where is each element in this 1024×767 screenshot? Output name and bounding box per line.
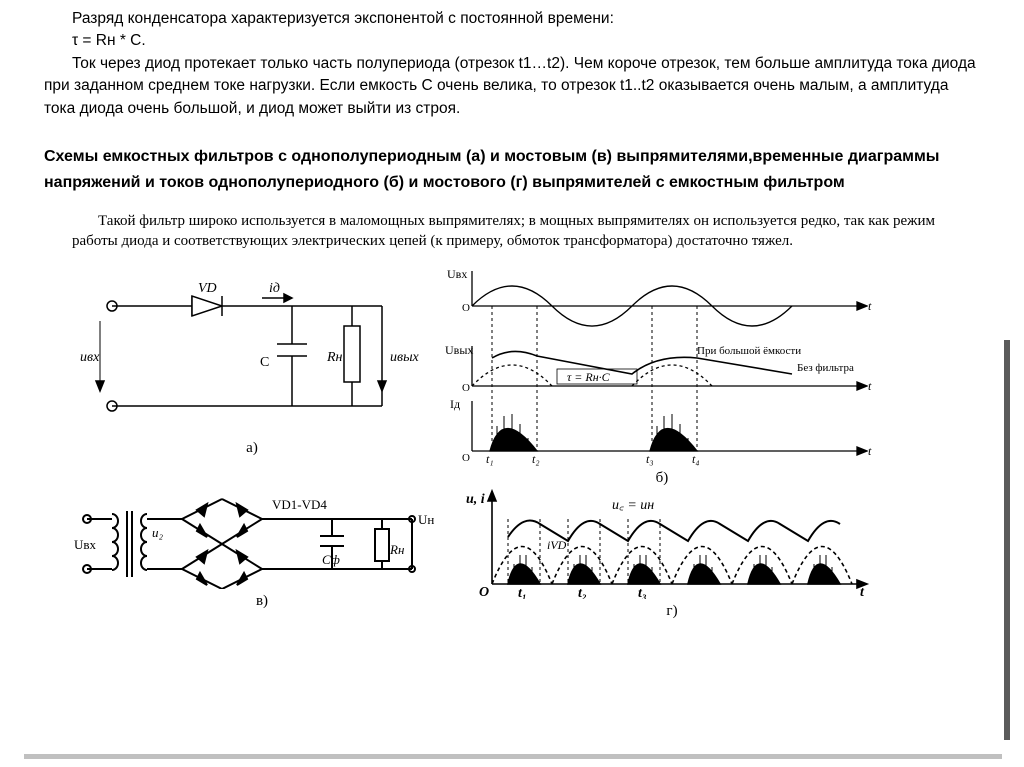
svg-text:Cф: Cф (322, 552, 340, 567)
svg-text:uвх: uвх (80, 350, 100, 365)
diagram-b: Uвх O t Uвых O t Iд O t При большой ёмко… (442, 266, 882, 487)
sub-paragraph: Такой фильтр широко используется в малом… (72, 211, 970, 252)
svg-text:C: C (260, 355, 269, 370)
svg-text:VD: VD (198, 281, 217, 296)
svg-text:O: O (462, 382, 470, 394)
svg-text:O: O (462, 452, 470, 464)
intro-para-2: Ток через диод протекает только часть по… (44, 53, 980, 120)
bottom-bar-decoration (24, 754, 1002, 759)
svg-text:t₄: t₄ (692, 452, 700, 466)
diagram-c: Uвх u₂ VD1-VD4 Cф Rн Uн в) (72, 489, 452, 620)
svg-text:VD1-VD4: VD1-VD4 (272, 497, 327, 512)
svg-text:t₁: t₁ (486, 452, 494, 466)
svg-text:Uвх: Uвх (74, 537, 97, 552)
right-scrollbar-decoration (1004, 340, 1010, 740)
svg-text:Rн: Rн (326, 350, 343, 365)
caption-b: б) (442, 470, 882, 487)
svg-text:При большой ёмкости: При большой ёмкости (697, 345, 801, 357)
svg-text:t₃: t₃ (646, 452, 654, 466)
svg-text:u₂: u₂ (152, 525, 164, 540)
svg-text:iVD: iVD (547, 538, 567, 552)
intro-para-1: Разряд конденсатора характеризуется эксп… (44, 8, 980, 30)
diagram-d: u, i u꜀ = uн iVD O t t₁ t₂ t₃ г) (462, 489, 882, 620)
svg-text:Uвх: Uвх (447, 267, 467, 281)
svg-text:t₃: t₃ (638, 586, 647, 599)
svg-text:t₁: t₁ (518, 586, 527, 599)
svg-text:iд: iд (269, 281, 280, 296)
svg-text:Без фильтра: Без фильтра (797, 362, 854, 374)
caption-a: а) (72, 440, 432, 457)
svg-text:t₂: t₂ (532, 452, 540, 466)
svg-text:Uвых: Uвых (445, 343, 473, 357)
svg-text:t: t (860, 585, 865, 599)
svg-text:t₂: t₂ (578, 586, 587, 599)
svg-text:Rн: Rн (389, 542, 404, 557)
svg-text:t: t (868, 444, 872, 458)
caption-d: г) (462, 603, 882, 620)
svg-text:O: O (479, 585, 489, 599)
svg-text:t: t (868, 299, 872, 313)
svg-text:u, i: u, i (466, 492, 485, 507)
caption-c: в) (72, 593, 452, 610)
svg-text:O: O (462, 302, 470, 314)
svg-text:uвых: uвых (390, 350, 420, 365)
svg-text:Iд: Iд (450, 397, 460, 411)
section-title: Схемы емкостных фильтров с однополуперио… (44, 144, 980, 195)
svg-text:t: t (868, 379, 872, 393)
svg-text:u꜀ = uн: u꜀ = uн (612, 498, 654, 513)
svg-text:τ = Rн·C: τ = Rн·C (567, 370, 611, 384)
intro-formula: τ = Rн * C. (72, 30, 980, 52)
diagram-a: VD iд uвх C Rн uвых а) (72, 266, 432, 487)
svg-text:Uн: Uн (418, 512, 434, 527)
